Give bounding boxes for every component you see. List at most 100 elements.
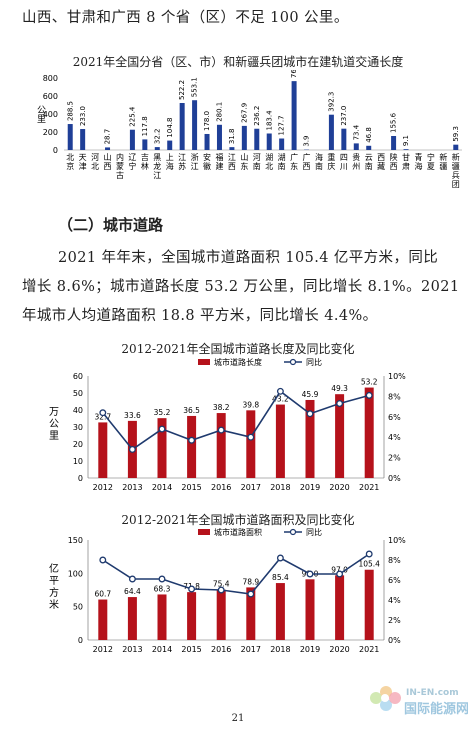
y-right-tick-label: 6%: [388, 576, 401, 585]
yoy-point: [336, 570, 344, 578]
x-tick-label-char: 东: [240, 161, 248, 171]
y-left-tick-label: 0: [78, 474, 83, 483]
x-tick-label-char: 广: [290, 152, 298, 162]
x-tick-label-char: 江: [228, 153, 236, 162]
x-tick-label: 2020: [329, 483, 349, 492]
yoy-point: [158, 575, 166, 583]
data-label: 178.0: [203, 111, 211, 131]
x-tick-label-char: 山: [240, 152, 248, 162]
legend-bar-label: 城市道路长度: [214, 357, 262, 367]
y-tick-label: 200: [43, 128, 58, 137]
bar: [216, 589, 226, 640]
yoy-point: [365, 550, 373, 558]
data-label: 60.7: [94, 590, 111, 599]
data-label: 59.3: [452, 126, 460, 142]
data-label: 32.2: [153, 129, 161, 145]
legend-line-label: 同比: [306, 527, 322, 537]
bar: [305, 579, 315, 640]
y-right-tick-label: 2%: [388, 454, 401, 463]
yoy-point: [247, 590, 255, 598]
bar: [341, 128, 347, 150]
x-tick-label-char: 藏: [377, 161, 385, 171]
text-line-intro: 山西、甘肃和广西 8 个省（区）不足 100 公里。: [22, 10, 349, 26]
y-right-tick-label: 10%: [388, 372, 406, 381]
bar: [204, 133, 210, 150]
legend-line-marker: [289, 358, 297, 366]
page-number: 21: [231, 713, 245, 724]
x-tick-label-char: 南: [253, 161, 261, 171]
x-tick-label-char: 内: [116, 152, 124, 162]
bar: [179, 103, 185, 150]
x-tick-label-char: 广: [303, 152, 311, 162]
x-tick-label: 2016: [211, 645, 231, 654]
x-tick-label-char: 江: [178, 153, 186, 162]
x-tick-label-char: 吉: [141, 153, 149, 162]
x-tick-label-char: 海: [414, 161, 422, 171]
x-tick-label-char: 宁: [427, 152, 435, 162]
x-tick-label-char: 西: [303, 162, 311, 171]
data-label: 85.4: [272, 573, 289, 582]
yoy-point: [365, 391, 373, 399]
rail-transit-bar-chart: 公里0200400600800288.5北京233.0天津河北28.7山西内蒙古…: [35, 70, 462, 189]
legend-bar-swatch: [198, 529, 210, 535]
bar: [266, 133, 272, 150]
yoy-line: [102, 390, 370, 451]
bar: [403, 149, 409, 150]
legend-line-marker: [289, 528, 297, 536]
x-tick-label-char: 州: [352, 162, 360, 171]
x-tick-label: 2019: [300, 645, 320, 654]
bar: [187, 592, 197, 640]
x-tick-label-char: 川: [340, 162, 348, 171]
x-tick-label: 2013: [122, 645, 142, 654]
x-tick-label-char: 海: [166, 161, 174, 171]
x-tick-label-char: 天: [79, 153, 87, 162]
data-label: 267.9: [240, 103, 248, 123]
data-label: 43.2: [272, 395, 289, 404]
x-tick-label: 2014: [152, 645, 172, 654]
x-tick-label-char: 南: [315, 161, 323, 171]
x-tick-label-char: 重: [327, 152, 335, 162]
paragraph-line-3: 年城市人均道路面积 18.8 平方米，同比增长 4.4%。: [22, 308, 378, 324]
bar: [291, 81, 297, 150]
y-left-tick-label: 150: [68, 536, 83, 545]
x-tick-label: 2016: [211, 483, 231, 492]
yoy-point: [336, 400, 344, 407]
data-label: 36.5: [183, 406, 200, 415]
yoy-point: [306, 570, 314, 578]
x-tick-label-char: 山: [104, 152, 112, 162]
x-tick-label-char: 京: [66, 161, 74, 171]
x-tick-label-char: 东: [290, 161, 298, 171]
y-left-tick-label: 50: [73, 389, 83, 398]
bar: [216, 413, 226, 478]
data-label: 53.2: [361, 378, 378, 387]
x-tick-label-char: 宁: [128, 161, 136, 171]
paragraph-line-2: 增长 8.6%；城市道路长度 53.2 万公里，同比增长 8.1%。2021: [22, 279, 460, 295]
data-label: 28.7: [104, 129, 112, 145]
x-tick-label-char: 新: [439, 152, 447, 162]
y-right-tick-label: 4%: [388, 596, 401, 605]
y-left-tick-label: 20: [73, 440, 83, 449]
x-tick-label-char: 甘: [402, 152, 410, 162]
bar: [105, 147, 111, 150]
y-left-tick-label: 40: [73, 406, 83, 415]
yoy-point: [128, 445, 136, 453]
bar: [187, 415, 197, 478]
y-right-tick-label: 0%: [388, 636, 401, 645]
y-axis-label-char: 里: [49, 430, 59, 442]
x-tick-label-char: 疆: [452, 162, 460, 171]
x-tick-label-char: 河: [253, 152, 261, 162]
yoy-line: [102, 553, 370, 595]
bar: [328, 114, 334, 150]
bar: [67, 124, 73, 150]
x-tick-label-char: 夏: [427, 162, 435, 171]
data-label: 288.5: [66, 101, 74, 121]
bar: [127, 597, 137, 640]
x-tick-label-char: 古: [116, 170, 124, 180]
yoy-point: [276, 554, 284, 562]
x-tick-label: 2018: [270, 645, 290, 654]
x-tick-label-char: 海: [315, 152, 323, 162]
data-label: 105.4: [358, 560, 380, 569]
data-label: 75.4: [213, 580, 230, 589]
data-label: 9.1: [402, 135, 410, 146]
data-label: 765.2: [290, 70, 298, 78]
